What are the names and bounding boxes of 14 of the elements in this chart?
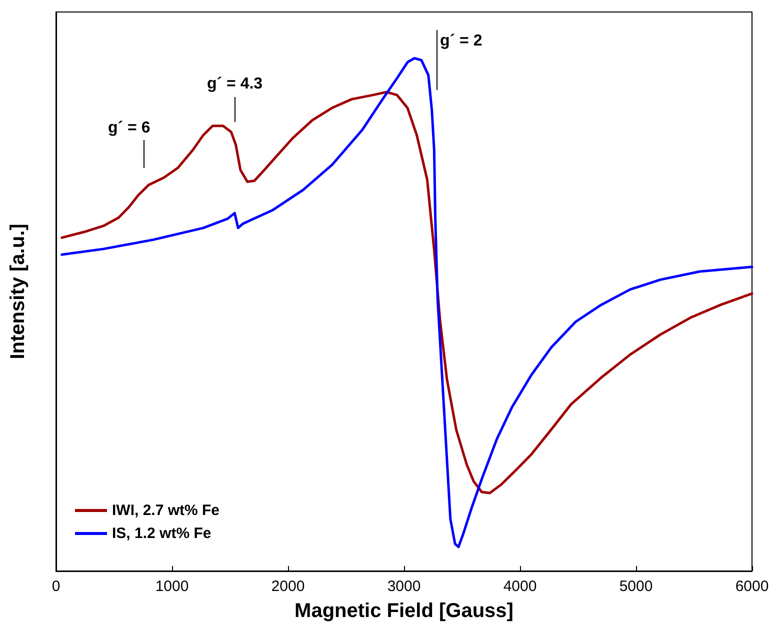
x-tick-label: 3000 — [387, 578, 421, 595]
x-tick-label: 4000 — [503, 578, 537, 595]
x-axis-title: Magnetic Field [Gauss] — [294, 600, 514, 622]
x-tick-label: 5000 — [619, 578, 653, 595]
annotation: g´ = 6 — [108, 120, 150, 136]
legend-label: IWI, 2.7 wt% Fe — [112, 502, 220, 519]
x-tick-label: 0 — [52, 578, 60, 595]
x-tick-label: 2000 — [271, 578, 305, 595]
x-tick-label: 6000 — [735, 578, 769, 595]
y-axis-title: Intensity [a.u.] — [7, 224, 29, 360]
x-tick-label: 1000 — [155, 578, 189, 595]
text: g´ = 2 — [440, 32, 482, 50]
legend-label: IS, 1.2 wt% Fe — [112, 525, 212, 542]
annotation: g´ = 4.3 — [207, 76, 263, 92]
